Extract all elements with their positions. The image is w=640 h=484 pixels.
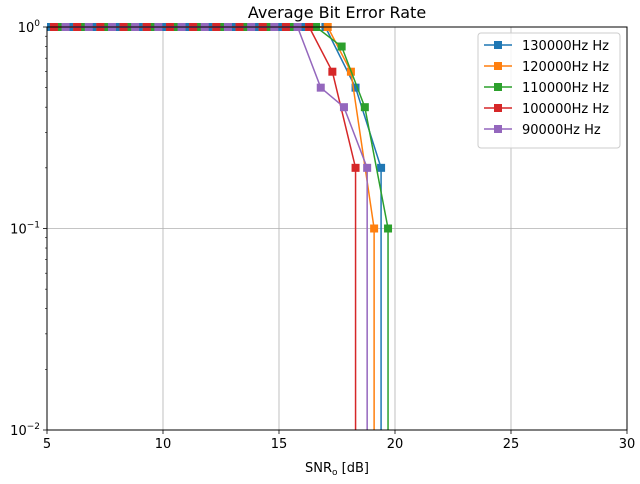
legend-label: 120000Hz Hz	[522, 60, 609, 75]
legend: 130000Hz Hz 120000Hz Hz 110000Hz Hz 100000H…	[477, 32, 621, 149]
legend-label: 90000Hz Hz	[522, 123, 601, 138]
data-point	[339, 103, 348, 112]
x-tick-label: 30	[619, 437, 636, 452]
data-point	[351, 83, 360, 92]
legend-item: 100000Hz Hz	[484, 102, 609, 117]
legend-item: 130000Hz Hz	[484, 39, 609, 54]
y-tick-label: 10−2	[10, 422, 40, 439]
legend-item: 110000Hz Hz	[484, 81, 609, 96]
legend-swatch-marker	[494, 41, 502, 49]
legend-label: 100000Hz Hz	[522, 102, 609, 117]
chart-title: Average Bit Error Rate	[248, 3, 426, 22]
x-axis-title-suffix: [dB]	[338, 461, 369, 476]
data-point	[337, 42, 346, 51]
x-axis-title: SNRo [dB]	[305, 461, 369, 478]
x-axis-title-subscript: o	[332, 468, 338, 478]
x-axis-title-base: SNR	[305, 461, 332, 476]
x-tick-label: 10	[155, 437, 172, 452]
legend-label: 130000Hz Hz	[522, 39, 609, 54]
data-point	[384, 224, 393, 233]
tick-layer: 5 10 15 20 25 30 100 10−1 10−2	[10, 19, 635, 452]
y-tick-label: 10−1	[10, 221, 40, 238]
data-point	[328, 67, 337, 76]
x-tick-label: 5	[43, 437, 51, 452]
legend-swatch-marker	[494, 125, 502, 133]
legend-box	[477, 32, 621, 149]
legend-swatch-marker	[494, 62, 502, 70]
data-point	[360, 103, 369, 112]
legend-swatch-marker	[494, 83, 502, 91]
legend-swatch-marker	[494, 104, 502, 112]
legend-item: 90000Hz Hz	[484, 123, 601, 138]
data-point	[363, 163, 372, 172]
data-point	[377, 163, 386, 172]
x-tick-label: 25	[503, 437, 520, 452]
y-tick-label: 100	[18, 19, 41, 36]
x-tick-label: 20	[387, 437, 404, 452]
legend-item: 120000Hz Hz	[484, 60, 609, 75]
data-point	[351, 163, 360, 172]
x-tick-label: 15	[271, 437, 288, 452]
legend-label: 110000Hz Hz	[522, 81, 609, 96]
data-point	[316, 83, 325, 92]
data-point	[370, 224, 379, 233]
